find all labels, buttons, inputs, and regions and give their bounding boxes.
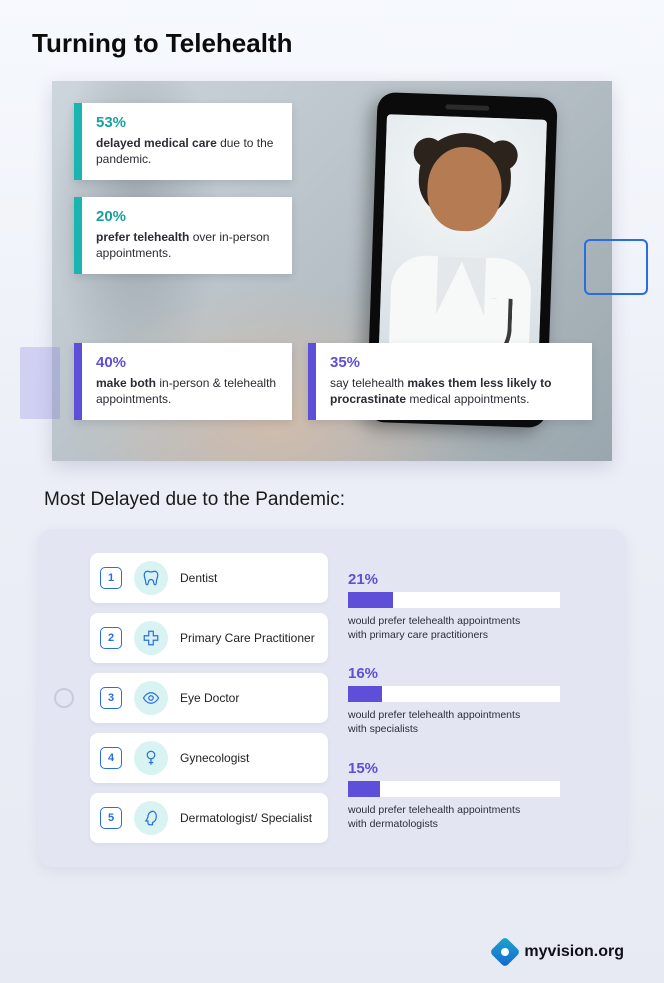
rank-label: Dermatologist/ Specialist <box>180 811 312 825</box>
bar-primary-care: 21% would prefer telehealth appointments… <box>348 571 596 642</box>
stat-pct: 53% <box>96 113 278 133</box>
brand-text: myvision.org <box>524 943 624 961</box>
rank-number: 5 <box>100 807 122 829</box>
bar-caption: would prefer telehealth appointments wit… <box>348 708 538 736</box>
page-title: Turning to Telehealth <box>32 28 632 59</box>
decorative-block-left <box>20 347 60 419</box>
decorative-box-right <box>584 239 648 295</box>
section-subtitle: Most Delayed due to the Pandemic: <box>44 489 632 511</box>
rank-number: 1 <box>100 567 122 589</box>
stat-text: make both in-person & telehealth appoint… <box>96 376 276 406</box>
rank-label: Primary Care Practitioner <box>180 631 315 645</box>
bar-fill <box>348 592 393 608</box>
tooth-icon <box>134 561 168 595</box>
tablet-panel: 1 Dentist 2 Primary Care Practitioner 3 … <box>38 529 626 867</box>
head-icon <box>134 801 168 835</box>
stat-callout-delayed: 53% delayed medical care due to the pand… <box>74 103 292 180</box>
stat-text: prefer telehealth over in-person appoint… <box>96 230 269 260</box>
rank-label: Eye Doctor <box>180 691 239 705</box>
stat-pct: 20% <box>96 207 278 227</box>
stat-text: delayed medical care due to the pandemic… <box>96 136 273 166</box>
bar-track <box>348 686 560 702</box>
bar-specialists: 16% would prefer telehealth appointments… <box>348 665 596 736</box>
ranked-list: 1 Dentist 2 Primary Care Practitioner 3 … <box>90 553 328 849</box>
brand-logo-icon <box>494 941 516 963</box>
preference-bars: 21% would prefer telehealth appointments… <box>348 553 600 849</box>
rank-number: 3 <box>100 687 122 709</box>
stat-text: say telehealth makes them less likely to… <box>330 376 551 406</box>
rank-number: 2 <box>100 627 122 649</box>
bar-fill <box>348 781 380 797</box>
plus-icon <box>134 621 168 655</box>
bar-track <box>348 781 560 797</box>
rank-label: Gynecologist <box>180 751 249 765</box>
bar-caption: would prefer telehealth appointments wit… <box>348 803 538 831</box>
female-icon <box>134 741 168 775</box>
stat-pct: 40% <box>96 353 278 373</box>
rank-item-dermatologist: 5 Dermatologist/ Specialist <box>90 793 328 843</box>
bar-pct: 21% <box>348 571 378 588</box>
bar-dermatologists: 15% would prefer telehealth appointments… <box>348 760 596 831</box>
rank-item-eye-doctor: 3 Eye Doctor <box>90 673 328 723</box>
bar-pct: 15% <box>348 760 378 777</box>
bar-caption: would prefer telehealth appointments wit… <box>348 614 538 642</box>
rank-number: 4 <box>100 747 122 769</box>
eye-icon <box>134 681 168 715</box>
rank-label: Dentist <box>180 571 217 585</box>
bar-track <box>348 592 560 608</box>
stat-pct: 35% <box>330 353 578 373</box>
bar-fill <box>348 686 382 702</box>
rank-item-primary-care: 2 Primary Care Practitioner <box>90 613 328 663</box>
rank-item-dentist: 1 Dentist <box>90 553 328 603</box>
brand-footer: myvision.org <box>494 941 624 963</box>
stat-callout-procrastinate: 35% say telehealth makes them less likel… <box>308 343 592 420</box>
rank-item-gynecologist: 4 Gynecologist <box>90 733 328 783</box>
stat-callout-both: 40% make both in-person & telehealth app… <box>74 343 292 420</box>
stat-callout-prefer: 20% prefer telehealth over in-person app… <box>74 197 292 274</box>
hero-photo-panel: 53% delayed medical care due to the pand… <box>52 81 612 461</box>
bar-pct: 16% <box>348 665 378 682</box>
